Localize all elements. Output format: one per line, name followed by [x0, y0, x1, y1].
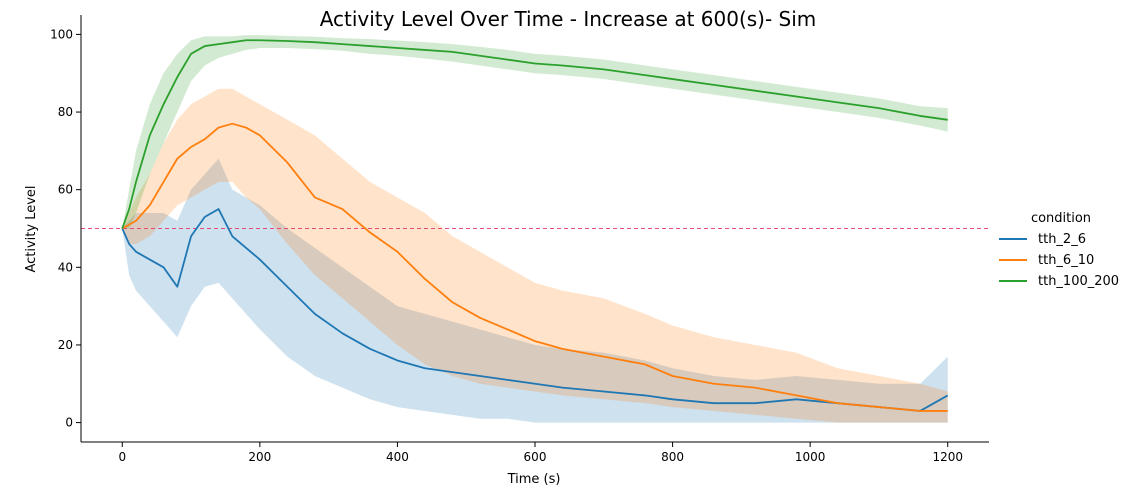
x-axis-label: Time (s) [507, 472, 561, 487]
y-tick-label: 0 [65, 416, 73, 430]
band-tth_2_6 [122, 158, 948, 423]
line-tth_2_6 [121, 208, 949, 412]
y-tick-label: 100 [50, 27, 73, 41]
legend-label-tth_100_200: tth_100_200 [1038, 274, 1119, 289]
series-lines [121, 39, 949, 412]
x-tick-label: 1200 [932, 450, 963, 464]
legend-title: condition [1031, 211, 1091, 226]
x-tick-label: 0 [118, 450, 126, 464]
legend: condition tth_2_6 tth_6_10 tth_100_200 [999, 211, 1119, 289]
y-tick-label: 40 [58, 260, 73, 274]
y-tick-label: 80 [58, 105, 73, 119]
line-tth_100_200 [121, 39, 948, 229]
confidence-bands [122, 35, 948, 423]
y-tick-label: 20 [58, 338, 73, 352]
x-tick-label: 200 [248, 450, 271, 464]
legend-label-tth_6_10: tth_6_10 [1038, 253, 1094, 268]
line-tth_6_10 [121, 122, 948, 412]
band-tth_6_10 [122, 88, 948, 423]
x-tick-label: 400 [386, 450, 409, 464]
x-tick-label: 800 [661, 450, 684, 464]
axes: 0 200 400 600 800 1000 1200 0 20 40 60 80 100 [50, 15, 989, 464]
band-tth_100_200 [122, 35, 948, 229]
legend-label-tth_2_6: tth_2_6 [1038, 232, 1086, 247]
y-tick-label: 60 [58, 183, 73, 197]
y-axis-label: Activity Level [24, 185, 39, 272]
x-tick-label: 600 [524, 450, 547, 464]
chart-title: Activity Level Over Time - Increase at 6… [320, 7, 817, 31]
x-tick-label: 1000 [795, 450, 826, 464]
